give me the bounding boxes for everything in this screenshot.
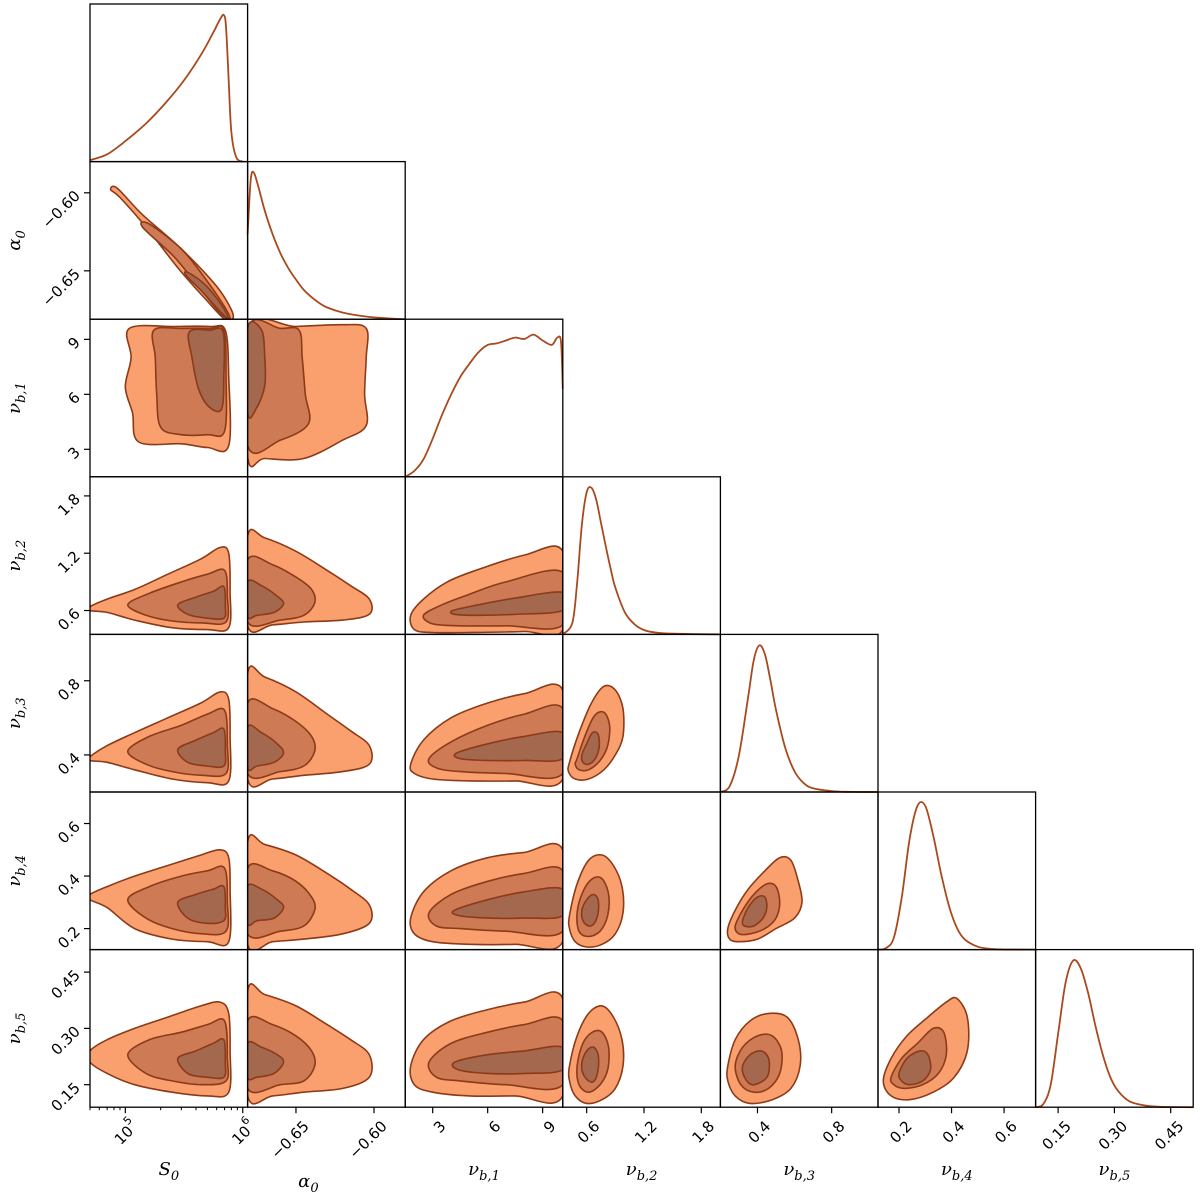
contour-level-3 bbox=[176, 884, 227, 925]
x-tick-label: 0.2 bbox=[886, 1117, 916, 1147]
contour-level-3 bbox=[897, 1049, 932, 1086]
y-tick-label: 3 bbox=[64, 443, 83, 462]
joint-panel-S0-nu_b3 bbox=[90, 690, 232, 786]
contour-level-3 bbox=[176, 1037, 227, 1080]
marginal-curve-nu_b2 bbox=[562, 486, 721, 636]
x-axis-label-nu_b1: νb,1 bbox=[468, 1159, 500, 1184]
x-axis-label-nu_b2: νb,2 bbox=[626, 1159, 658, 1184]
joint-panel-S0-nu_b4 bbox=[90, 848, 232, 947]
joint-panel-nu_b1-nu_b4 bbox=[409, 842, 563, 950]
x-tick-label: 0.8 bbox=[819, 1117, 849, 1147]
y-tick-label: 0.2 bbox=[54, 923, 84, 953]
contour-level-3 bbox=[580, 893, 600, 927]
joint-panel-nu_b2-nu_b4 bbox=[567, 854, 625, 948]
x-tick-label: 9 bbox=[540, 1117, 559, 1136]
joint-panel-nu_b3-nu_b4 bbox=[726, 855, 803, 943]
contour-level-3 bbox=[580, 1046, 600, 1083]
y-tick-label: 6 bbox=[64, 388, 83, 407]
panel-frame bbox=[89, 3, 249, 163]
y-axis-label-nu_b3: νb,3 bbox=[4, 697, 29, 729]
x-tick-label: −0.60 bbox=[346, 1117, 391, 1162]
joint-panel-S0-nu_b2 bbox=[90, 546, 232, 632]
panel-frame bbox=[246, 160, 406, 320]
contour-level-3 bbox=[580, 731, 601, 766]
x-tick-label: 1.8 bbox=[688, 1117, 718, 1147]
y-tick-label: 0.6 bbox=[54, 818, 84, 848]
x-tick-label: −0.65 bbox=[267, 1117, 312, 1162]
contour-level-3 bbox=[183, 270, 230, 320]
contour-level-3 bbox=[247, 320, 267, 419]
joint-panel-nu_b2-nu_b5 bbox=[567, 1005, 625, 1105]
y-axis-label-alpha0: α0 bbox=[4, 230, 29, 250]
contour-level-3 bbox=[176, 585, 227, 621]
x-tick-label: 105 bbox=[107, 1114, 142, 1149]
marginal-curve-nu_b4 bbox=[877, 801, 1036, 951]
joint-panel-nu_b1-nu_b5 bbox=[409, 991, 563, 1104]
x-axis-label-nu_b4: νb,4 bbox=[941, 1159, 973, 1184]
joint-panel-S0-nu_b1 bbox=[124, 324, 232, 453]
y-tick-label: 0.30 bbox=[47, 1023, 83, 1059]
y-axis-label-nu_b1: νb,1 bbox=[4, 382, 29, 414]
x-axis-label-alpha0: α0 bbox=[298, 1171, 318, 1196]
x-tick-label: 106 bbox=[225, 1114, 260, 1149]
joint-panel-nu_b1-nu_b2 bbox=[409, 545, 563, 635]
contour-level-3 bbox=[187, 327, 226, 413]
joint-panel-alpha0-nu_b1 bbox=[247, 319, 369, 468]
panel-frame bbox=[719, 633, 879, 793]
x-axis-label-nu_b5: νb,5 bbox=[1099, 1159, 1131, 1184]
y-tick-label: 1.2 bbox=[54, 547, 84, 577]
contour-level-3 bbox=[741, 894, 768, 928]
y-axis-label-nu_b5: νb,5 bbox=[4, 1013, 29, 1045]
y-tick-label: 0.4 bbox=[54, 749, 84, 779]
y-tick-label: 1.8 bbox=[54, 490, 84, 520]
x-tick-label: 0.4 bbox=[939, 1117, 969, 1147]
x-tick-label: 0.30 bbox=[1095, 1117, 1131, 1153]
contour-level-3 bbox=[176, 727, 227, 769]
x-tick-label: 0.6 bbox=[991, 1117, 1021, 1147]
joint-panel-nu_b1-nu_b3 bbox=[409, 683, 563, 787]
y-tick-label: −0.60 bbox=[39, 187, 84, 232]
joint-panel-alpha0-nu_b3 bbox=[247, 665, 373, 788]
joint-panel-alpha0-nu_b2 bbox=[247, 528, 373, 633]
joint-panel-alpha0-nu_b5 bbox=[247, 983, 373, 1105]
joint-panel-nu_b2-nu_b3 bbox=[567, 684, 625, 781]
y-tick-label: 0.15 bbox=[47, 1079, 83, 1115]
marginal-curve-nu_b1 bbox=[404, 333, 564, 478]
panel-frame bbox=[404, 318, 564, 478]
y-tick-label: 0.4 bbox=[54, 870, 84, 900]
y-axis-label-nu_b2: νb,2 bbox=[4, 540, 29, 572]
x-tick-label: 0.15 bbox=[1039, 1117, 1075, 1153]
x-tick-label: 0.4 bbox=[745, 1117, 775, 1147]
x-tick-label: 0.45 bbox=[1151, 1117, 1187, 1153]
x-tick-label: 1.2 bbox=[631, 1117, 661, 1147]
y-axis-label-nu_b4: νb,4 bbox=[4, 855, 29, 887]
joint-panel-nu_b3-nu_b5 bbox=[726, 1012, 802, 1105]
marginal-curve-alpha0 bbox=[246, 170, 406, 321]
y-tick-label: 0.6 bbox=[54, 605, 84, 635]
marginal-curve-nu_b5 bbox=[1035, 959, 1194, 1109]
x-axis-label-nu_b3: νb,3 bbox=[783, 1159, 815, 1184]
x-axis-label-S0: S0 bbox=[158, 1159, 179, 1184]
y-tick-label: −0.65 bbox=[39, 265, 84, 310]
joint-panel-S0-nu_b5 bbox=[90, 1001, 232, 1098]
joint-panel-alpha0-nu_b4 bbox=[247, 834, 373, 950]
x-tick-label: 6 bbox=[485, 1117, 504, 1136]
y-tick-label: 9 bbox=[64, 333, 83, 352]
marginal-curve-S0 bbox=[89, 13, 244, 163]
joint-panel-nu_b4-nu_b5 bbox=[882, 996, 970, 1101]
marginal-curve-nu_b3 bbox=[719, 644, 879, 793]
panel-frame bbox=[562, 476, 722, 636]
y-tick-label: 0.45 bbox=[47, 966, 83, 1002]
x-tick-label: 0.6 bbox=[574, 1117, 604, 1147]
contour-level-3 bbox=[741, 1049, 771, 1086]
y-tick-label: 0.8 bbox=[54, 675, 84, 705]
x-tick-label: 3 bbox=[430, 1117, 449, 1136]
joint-panel-S0-alpha0 bbox=[109, 185, 235, 320]
